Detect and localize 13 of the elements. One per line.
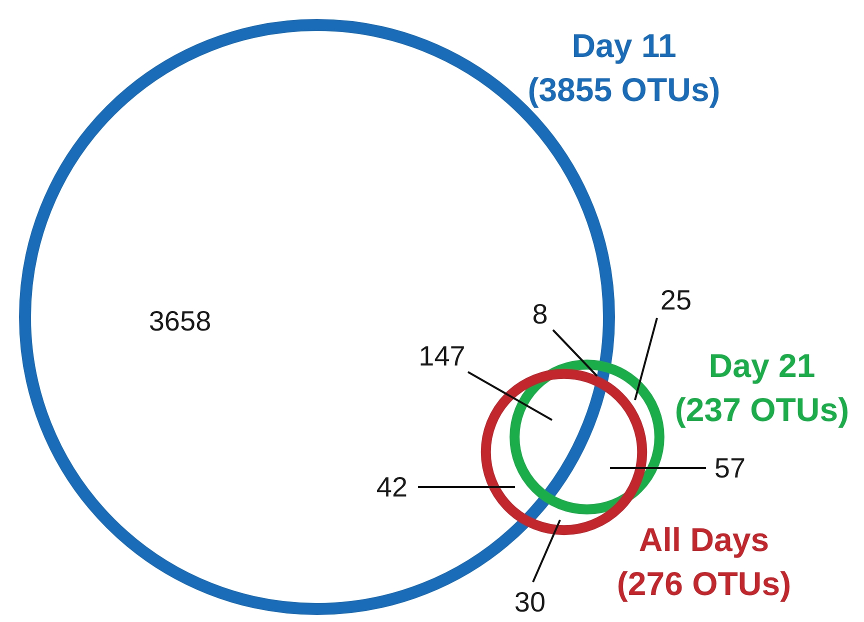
data-label: (237 OTUs): [674, 391, 850, 428]
text: 30: [514, 586, 546, 618]
category-label: Day 11: [572, 27, 676, 64]
text: 57: [714, 452, 746, 484]
data-label: (276 OTUs): [616, 565, 792, 602]
text: 8: [532, 298, 548, 330]
category-label: Day 21: [708, 347, 816, 384]
text: 147: [418, 340, 466, 372]
data-label: (3855 OTUs): [528, 71, 720, 108]
text: 42: [376, 472, 408, 503]
category-label: All Days: [638, 521, 770, 558]
text: 3658: [148, 306, 212, 337]
text: 25: [660, 284, 692, 316]
